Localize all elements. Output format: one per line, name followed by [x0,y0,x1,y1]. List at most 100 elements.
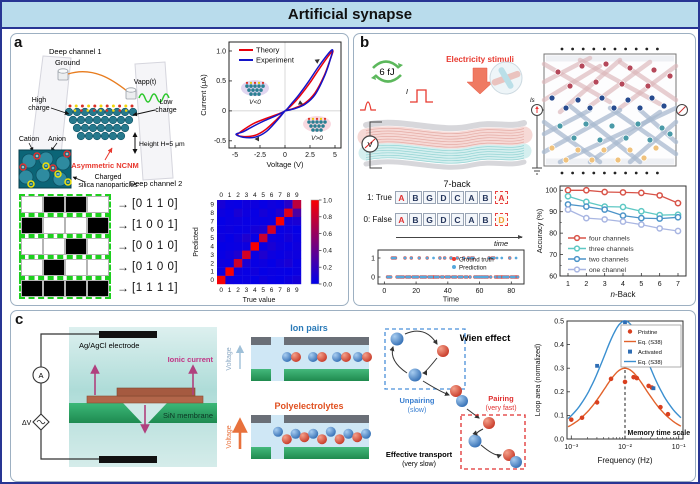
svg-text:Frequency (Hz): Frequency (Hz) [597,456,652,465]
heatmap-cell [292,225,302,234]
heatmap-cell [217,233,226,243]
panel-c: c A ΔV [10,310,696,482]
unpairing-sub: (slow) [408,407,427,414]
svg-text:4: 4 [253,287,257,294]
ion-sphere [408,368,422,382]
data-point [568,417,574,422]
bottom-wall-2 [251,447,369,459]
deep-channel-2-slab [134,61,174,181]
svg-text:0: 0 [382,288,386,295]
svg-text:-2.5: -2.5 [254,152,266,159]
pattern-cell [21,279,43,297]
svg-text:3: 3 [603,281,607,288]
arrow-icon: → [117,239,129,253]
svg-text:0.8: 0.8 [323,214,332,221]
svg-text:0.5: 0.5 [216,78,226,85]
svg-text:one channel: one channel [589,267,627,274]
heatmap-cell [233,200,243,209]
fiber-membrane [357,119,533,170]
svg-text:0.4: 0.4 [323,248,332,255]
heatmap-cell [267,275,276,285]
svg-text:40: 40 [444,288,452,295]
svg-text:0: 0 [222,108,226,115]
nback-letter-cell: D [437,213,450,226]
asymmetric-ncnm-label: Asymmetric NCNM [71,161,139,170]
pulse-label: I [406,89,408,96]
svg-text:0.1: 0.1 [554,413,564,420]
svg-text:four channels: four channels [589,235,630,242]
heatmap-cell [292,250,302,259]
svg-text:1: 1 [210,269,214,276]
svg-text:0.2: 0.2 [323,265,332,272]
svg-text:True value: True value [243,297,276,304]
nanofluidic-device-schematic: A ΔV Ag/AgCl electrode Ionic current SiN… [22,327,217,467]
nback-letter-cell: B [479,191,492,204]
heatmap-cell [267,200,276,209]
svg-text:Current (μA): Current (μA) [199,74,208,116]
heatmap-cell [250,250,260,259]
svg-text:0.5: 0.5 [554,318,564,325]
nback-letter-cell: A [395,191,408,204]
heatmap-cell [275,216,285,226]
svg-text:4: 4 [253,192,257,199]
svg-text:100: 100 [545,188,557,195]
panel-a-label: a [14,34,23,51]
silica-arrow [72,176,86,183]
ground-electrode-icon [57,68,69,81]
nback-letter-cell: C [451,213,464,226]
svg-text:5: 5 [210,235,214,242]
pattern-grid [19,277,111,299]
heatmap-cell [225,242,234,251]
ion-sphere [437,345,449,357]
bottom-electrode-bar [546,158,674,165]
cycle-arrow [422,357,438,376]
svg-text:-5: -5 [232,152,238,159]
nback-false-row: 0: False A B G D C A B D [356,213,509,226]
pattern-grid [19,235,111,257]
ammeter-icon [32,366,50,384]
pattern-cell [65,279,87,297]
voltage-label-top: Voltage [226,347,233,370]
recycle-arrow-top [372,60,400,69]
heatmap-cell [292,275,302,285]
loop-curve [567,367,682,428]
high-charge-label-1: High [32,97,47,104]
svg-text:0.4: 0.4 [554,342,564,349]
colorbar [310,199,320,285]
heatmap-cell [259,233,268,243]
voltmeter-needle [364,138,376,149]
nback-row-label: 1: True [367,193,392,202]
current-pulse-icon [410,89,433,103]
svg-text:V<0: V<0 [249,99,261,106]
title-banner: Artificial synapse [2,2,698,29]
cycle-arrow [389,346,408,374]
svg-text:Prediction: Prediction [459,264,487,271]
transition-arrow [466,408,480,419]
circuit-wires [40,333,99,460]
heatmap-cell [217,250,226,259]
ion-sphere [456,395,468,407]
heatmap-cell [267,242,276,251]
heatmap-cell [275,208,285,217]
height-arrowheads [132,132,138,154]
heatmap-cell [242,225,251,234]
heatmap-cell [242,258,251,268]
silica-label-2: silica nanoparticles [78,182,138,189]
high-charge-label-2: charge [28,105,50,112]
heatmap-cell [267,250,276,259]
heatmap-cell [233,250,243,259]
svg-text:10⁻²: 10⁻² [618,444,632,451]
pattern-grid [19,214,111,236]
heatmap-cell [217,200,226,209]
nback-letter-cell: D [437,191,450,204]
svg-text:1.0: 1.0 [323,197,332,204]
ion-pairs-title: Ion pairs [290,323,328,333]
pattern-cell [43,216,65,234]
voltmeter-label: V [367,140,372,149]
voltmeter-wires [369,121,382,169]
vapp-electrode-icon [125,87,137,100]
pattern-cell [43,195,65,213]
network-fibers-nodes [541,47,679,175]
fiber-network-schematic: Is [530,47,688,175]
